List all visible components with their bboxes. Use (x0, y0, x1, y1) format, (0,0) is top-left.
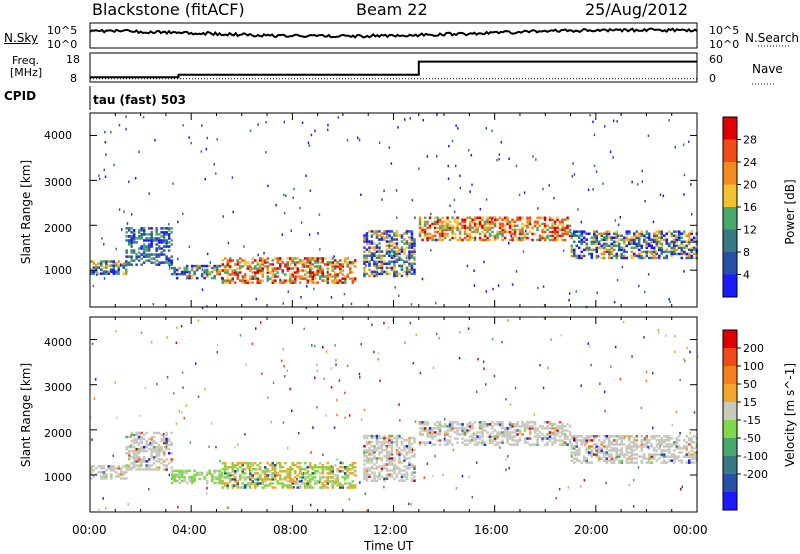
mode-text: tau (fast) 503 (93, 93, 186, 107)
velocity-colorbar-segment (723, 366, 737, 384)
velocity-ytick-2000: 2000 (44, 427, 72, 440)
velocity-ytick-4000: 4000 (44, 336, 72, 349)
power-plot-bg (90, 113, 697, 307)
power-colorbar-tick-label: 8 (743, 246, 750, 259)
power-colorbar-segment (723, 162, 737, 185)
power-ytick-3000: 3000 (44, 176, 72, 189)
power-scatter-cells (90, 113, 698, 310)
nave-tick-bottom: 0 (709, 72, 716, 85)
beam-title: Beam 22 (356, 0, 428, 19)
freq-tick-bottom: 8 (70, 72, 77, 85)
station-title: Blackstone (fitACF) (92, 0, 245, 19)
nsky-label: N.Sky (4, 31, 39, 45)
time-tick-2: 08:00 (273, 523, 308, 537)
power-colorbar-tick-label: 12 (743, 224, 757, 237)
power-colorbar-tick-label: 20 (743, 179, 757, 192)
velocity-scatter-cells (90, 317, 699, 512)
time-tick-1: 04:00 (172, 523, 207, 537)
velocity-colorbar-tick-label: -200 (743, 468, 768, 481)
cpid-label: CPID (4, 89, 37, 103)
power-ytick-4000: 4000 (44, 129, 72, 142)
nsky-tick-bottom: 10^0 (47, 38, 78, 51)
power-colorbar-segment (723, 252, 737, 275)
date-title: 25/Aug/2012 (585, 0, 689, 19)
freq-tick-top: 18 (66, 53, 80, 66)
mhz-label: [MHz] (10, 66, 43, 79)
nsearch-label: N.Search (745, 31, 800, 45)
time-tick-5: 20:00 (574, 523, 609, 537)
velocity-colorbar-tick-label: 15 (743, 396, 757, 409)
power-colorbar-tick-label: 28 (743, 134, 757, 147)
power-colorbar-tick-label: 16 (743, 201, 757, 214)
noise-panel-frame (89, 22, 698, 49)
time-tick-4: 16:00 (474, 523, 509, 537)
velocity-colorbar-tick-label: -15 (743, 414, 761, 427)
power-colorbar-tick-label: 4 (743, 269, 750, 282)
velocity-colorbar-tick-label: 50 (743, 378, 757, 391)
power-colorbar-segment (723, 229, 737, 252)
time-tick-3: 12:00 (373, 523, 408, 537)
velocity-colorbar-tick-label: 200 (743, 342, 764, 355)
time-tick-6: 00:00 (673, 523, 708, 537)
time-tick-0: 00:00 (72, 523, 107, 537)
power-colorbar-segment (723, 184, 737, 207)
freq-panel-frame (89, 52, 698, 83)
velocity-colorbar-segment (723, 420, 737, 438)
noise-sky-line (89, 27, 698, 39)
power-colorbar-segment (723, 117, 737, 140)
velocity-colorbar-segment (723, 492, 737, 510)
nsearch-tick-bottom: 10^0 (709, 38, 740, 51)
time-axis-label: Time UT (364, 539, 414, 553)
nsky-tick-top: 10^5 (47, 24, 78, 37)
nave-label: Nave (752, 62, 783, 76)
velocity-colorbar-tick-label: 100 (743, 360, 764, 373)
velocity-colorbar-tick-label: -100 (743, 450, 768, 463)
velocity-colorbar-tick-label: -50 (743, 432, 761, 445)
power-colorbar-segment (723, 207, 737, 230)
velocity-colorbar-segment (723, 402, 737, 420)
power-colorbar-segment (723, 274, 737, 297)
velocity-colorbar-segment (723, 384, 737, 402)
nave-tick-top: 60 (709, 53, 723, 66)
velocity-colorbar-segment (723, 330, 737, 348)
power-colorbar-segment (723, 139, 737, 162)
velocity-ytick-1000: 1000 (44, 471, 72, 484)
freq-line (90, 60, 697, 79)
velocity-ytick-3000: 3000 (44, 381, 72, 394)
power-ytick-1000: 1000 (44, 264, 72, 277)
power-colorbar-tick-label: 24 (743, 156, 757, 169)
velocity-colorbar-segment (723, 474, 737, 492)
freq-label: Freq. (12, 54, 40, 67)
velocity-colorbar-segment (723, 438, 737, 456)
power-ytick-2000: 2000 (44, 222, 72, 235)
velocity-colorbar-segment (723, 456, 737, 474)
nsearch-tick-top: 10^5 (709, 24, 740, 37)
velocity-colorbar-segment (723, 348, 737, 366)
